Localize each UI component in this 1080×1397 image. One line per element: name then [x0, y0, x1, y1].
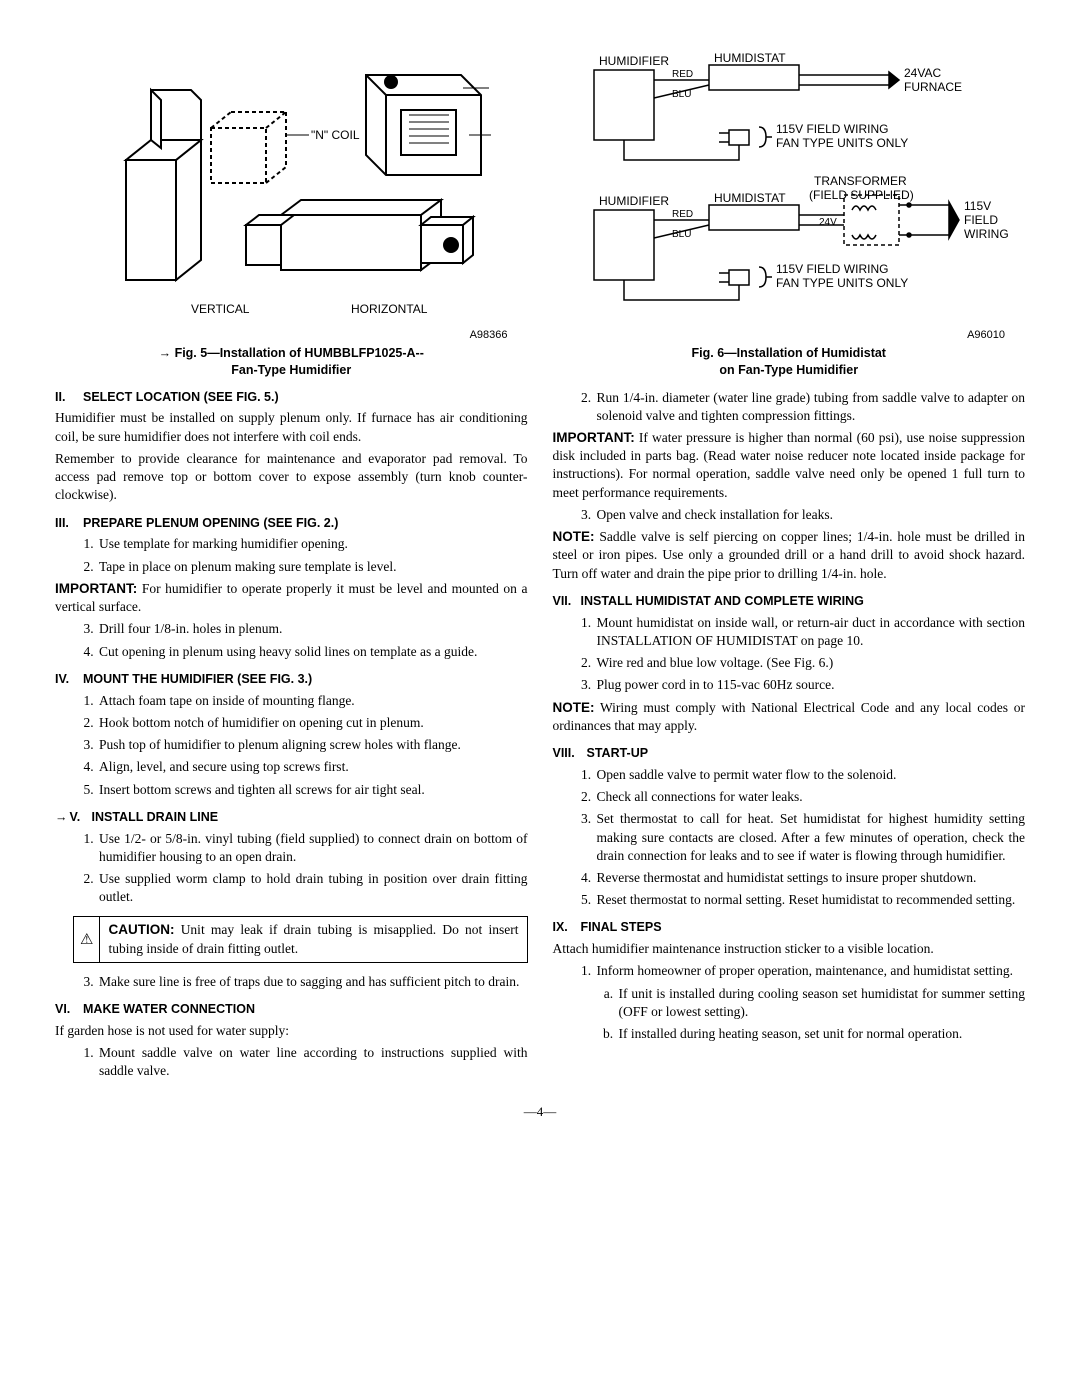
- sec6-imp: IMPORTANT: If water pressure is higher t…: [553, 429, 1026, 502]
- warning-icon: ⚠: [74, 917, 100, 961]
- svg-text:24VAC: 24VAC: [904, 66, 941, 80]
- list-item: Inform homeowner of proper operation, ma…: [595, 962, 1026, 1043]
- list-item: Open valve and check installation for le…: [595, 506, 1026, 524]
- page-columns: RED BLUE "N" COIL VERTICAL HORIZONTAL A9…: [55, 40, 1025, 1085]
- list-item: Make sure line is free of traps due to s…: [97, 973, 528, 991]
- sec3-imp: IMPORTANT: For humidifier to operate pro…: [55, 580, 528, 616]
- sec9-p1: Attach humidifier maintenance instructio…: [553, 940, 1026, 958]
- sec9-sublist: If unit is installed during cooling seas…: [597, 985, 1026, 1044]
- list-item: Use template for marking humidifier open…: [97, 535, 528, 553]
- svg-text:RED: RED: [672, 209, 693, 220]
- figure-6: HUMIDIFIER HUMIDISTAT RED BLU 24VAC FURN…: [553, 40, 1026, 320]
- list-item: Use supplied worm clamp to hold drain tu…: [97, 870, 528, 906]
- svg-text:RED: RED: [672, 69, 693, 80]
- svg-text:VERTICAL: VERTICAL: [191, 302, 250, 316]
- list-item: Tape in place on plenum making sure temp…: [97, 558, 528, 576]
- left-column: RED BLUE "N" COIL VERTICAL HORIZONTAL A9…: [55, 40, 528, 1085]
- svg-text:115V FIELD WIRING: 115V FIELD WIRING: [776, 262, 888, 276]
- fig5-id: A98366: [55, 328, 508, 343]
- list-item: Mount humidistat on inside wall, or retu…: [595, 614, 1026, 650]
- fig6-svg: HUMIDIFIER HUMIDISTAT RED BLU 24VAC FURN…: [554, 40, 1024, 320]
- sec7-heading: VII. INSTALL HUMIDISTAT AND COMPLETE WIR…: [553, 593, 1026, 610]
- list-item: If installed during heating season, set …: [617, 1025, 1026, 1043]
- sec9-heading: IX. FINAL STEPS: [553, 919, 1026, 936]
- sec4-heading: IV. MOUNT THE HUMIDIFIER (SEE FIG. 3.): [55, 671, 528, 688]
- svg-text:HUMIDISTAT: HUMIDISTAT: [714, 51, 786, 65]
- svg-text:HORIZONTAL: HORIZONTAL: [351, 302, 428, 316]
- sec6-list: Mount saddle valve on water line accordi…: [55, 1044, 528, 1080]
- svg-text:HUMIDIFIER: HUMIDIFIER: [599, 194, 669, 208]
- sec6-list-cont: Run 1/4-in. diameter (water line grade) …: [553, 389, 1026, 425]
- sec3-heading: III. PREPARE PLENUM OPENING (SEE FIG. 2.…: [55, 515, 528, 532]
- svg-text:WIRING: WIRING: [964, 227, 1009, 241]
- list-item: Attach foam tape on inside of mounting f…: [97, 692, 528, 710]
- svg-text:115V: 115V: [964, 199, 991, 213]
- sec8-heading: VIII. START-UP: [553, 745, 1026, 762]
- svg-text:FIELD: FIELD: [964, 213, 998, 227]
- list-item: Run 1/4-in. diameter (water line grade) …: [595, 389, 1026, 425]
- sec6-p1: If garden hose is not used for water sup…: [55, 1022, 528, 1040]
- sec5-list2: Make sure line is free of traps due to s…: [55, 973, 528, 991]
- fig6-id: A96010: [553, 328, 1006, 343]
- list-item: Reverse thermostat and humidistat settin…: [595, 869, 1026, 887]
- figure-5: RED BLUE "N" COIL VERTICAL HORIZONTAL: [55, 40, 528, 320]
- sec6-heading: VI. MAKE WATER CONNECTION: [55, 1001, 528, 1018]
- sec5-list: Use 1/2- or 5/8-in. vinyl tubing (field …: [55, 830, 528, 907]
- sec7-note: NOTE: Wiring must comply with National E…: [553, 699, 1026, 735]
- sec9-list: Inform homeowner of proper operation, ma…: [553, 962, 1026, 1043]
- sec3-list2: Drill four 1/8-in. holes in plenum. Cut …: [55, 620, 528, 660]
- list-item: Mount saddle valve on water line accordi…: [97, 1044, 528, 1080]
- svg-text:FAN TYPE UNITS ONLY: FAN TYPE UNITS ONLY: [776, 136, 908, 150]
- sec6-note: NOTE: Saddle valve is self piercing on c…: [553, 528, 1026, 583]
- sec2-p1: Humidifier must be installed on supply p…: [55, 409, 528, 445]
- list-item: Align, level, and secure using top screw…: [97, 758, 528, 776]
- list-item: Push top of humidifier to plenum alignin…: [97, 736, 528, 754]
- list-item: Wire red and blue low voltage. (See Fig.…: [595, 654, 1026, 672]
- svg-text:(FIELD SUPPLIED): (FIELD SUPPLIED): [809, 188, 914, 202]
- list-item: Use 1/2- or 5/8-in. vinyl tubing (field …: [97, 830, 528, 866]
- fig6-caption: Fig. 6—Installation of Humidistat on Fan…: [553, 345, 1026, 379]
- fig5-caption: → Fig. 5—Installation of HUMBBLFP1025-A-…: [55, 345, 528, 379]
- svg-text:BLU: BLU: [672, 89, 691, 100]
- list-item: Insert bottom screws and tighten all scr…: [97, 781, 528, 799]
- list-item: Reset thermostat to normal setting. Rese…: [595, 891, 1026, 909]
- list-item: Open saddle valve to permit water flow t…: [595, 766, 1026, 784]
- sec6-list3: Open valve and check installation for le…: [553, 506, 1026, 524]
- list-item: Set thermostat to call for heat. Set hum…: [595, 810, 1026, 865]
- svg-text:HUMIDISTAT: HUMIDISTAT: [714, 191, 786, 205]
- list-item: Hook bottom notch of humidifier on openi…: [97, 714, 528, 732]
- list-item: Drill four 1/8-in. holes in plenum.: [97, 620, 528, 638]
- svg-text:HUMIDIFIER: HUMIDIFIER: [599, 54, 669, 68]
- sec8-list: Open saddle valve to permit water flow t…: [553, 766, 1026, 910]
- right-column: HUMIDIFIER HUMIDISTAT RED BLU 24VAC FURN…: [553, 40, 1026, 1085]
- sec2-p2: Remember to provide clearance for mainte…: [55, 450, 528, 505]
- svg-text:"N" COIL: "N" COIL: [311, 128, 360, 142]
- sec3-list: Use template for marking humidifier open…: [55, 535, 528, 575]
- sec4-list: Attach foam tape on inside of mounting f…: [55, 692, 528, 799]
- svg-text:TRANSFORMER: TRANSFORMER: [814, 174, 907, 188]
- list-item: If unit is installed during cooling seas…: [617, 985, 1026, 1021]
- list-item: Check all connections for water leaks.: [595, 788, 1026, 806]
- page-number: —4—: [55, 1103, 1025, 1121]
- sec5-heading: → V. INSTALL DRAIN LINE: [55, 809, 528, 826]
- list-item: Plug power cord in to 115-vac 60Hz sourc…: [595, 676, 1026, 694]
- sec2-heading: II. SELECT LOCATION (SEE FIG. 5.): [55, 389, 528, 406]
- caution-box: ⚠ CAUTION: Unit may leak if drain tubing…: [73, 916, 528, 962]
- svg-text:FAN TYPE UNITS ONLY: FAN TYPE UNITS ONLY: [776, 276, 908, 290]
- list-item: Cut opening in plenum using heavy solid …: [97, 643, 528, 661]
- svg-text:115V FIELD WIRING: 115V FIELD WIRING: [776, 122, 888, 136]
- sec7-list: Mount humidistat on inside wall, or retu…: [553, 614, 1026, 695]
- svg-text:FURNACE: FURNACE: [904, 80, 962, 94]
- fig5-svg: RED BLUE "N" COIL VERTICAL HORIZONTAL: [91, 40, 491, 320]
- svg-text:24V: 24V: [819, 217, 837, 228]
- svg-text:BLU: BLU: [672, 229, 691, 240]
